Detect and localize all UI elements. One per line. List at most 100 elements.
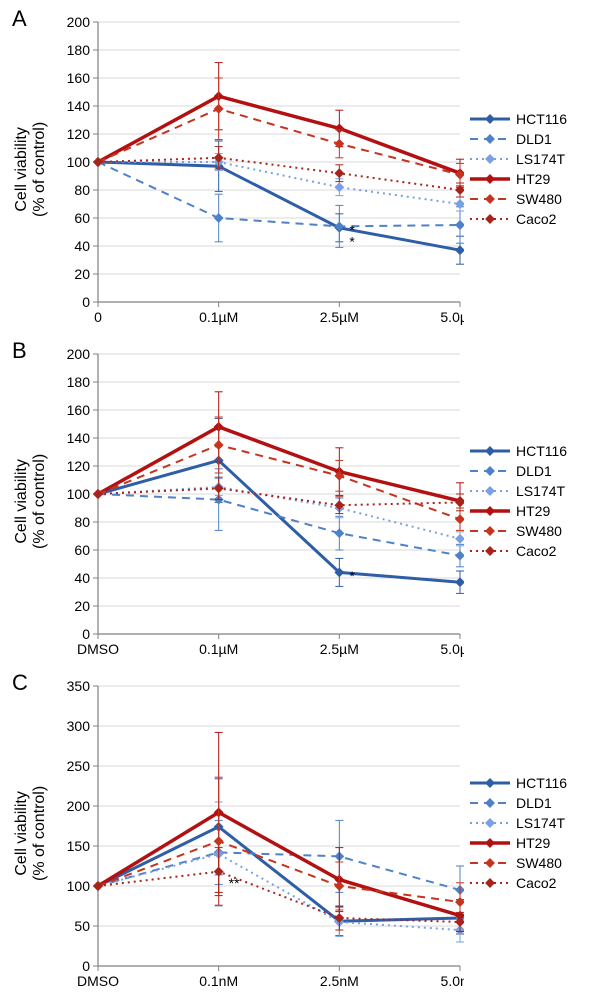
marker-caco2 xyxy=(334,168,344,178)
legend-swatch-ht29 xyxy=(470,504,510,518)
xtick-label: 0.1µM xyxy=(199,641,238,657)
plot-area-B: 020406080100120140160180200DMSO0.1µM2.5µ… xyxy=(52,346,464,662)
series-line-sw480 xyxy=(98,445,460,519)
legend-label-dld1: DLD1 xyxy=(516,131,552,147)
ylabel-block-C: Cell viability (% of control) xyxy=(18,672,46,994)
ytick-label: 80 xyxy=(74,514,90,530)
marker-ls174t xyxy=(334,182,344,192)
ytick-label: 100 xyxy=(67,154,91,170)
marker-dld1 xyxy=(214,213,224,223)
series-line-ls174t xyxy=(98,487,460,539)
legend-swatch-ls174t xyxy=(470,484,510,498)
legend-label-hct116: HCT116 xyxy=(516,443,567,459)
xtick-label: 5.0µM xyxy=(440,641,464,657)
xtick-label: 0 xyxy=(94,309,102,325)
legend-label-caco2: Caco2 xyxy=(516,543,556,559)
ylabel-line2: (% of control) xyxy=(32,453,49,548)
ytick-label: 160 xyxy=(67,70,91,86)
y-axis-label: Cell viability (% of control) xyxy=(14,785,51,880)
marker-ls174t xyxy=(455,534,464,544)
ytick-label: 20 xyxy=(74,598,90,614)
legend-C: HCT116 DLD1 LS174T HT29 SW480 Caco2 xyxy=(470,771,567,895)
legend-item-caco2: Caco2 xyxy=(470,543,567,559)
legend-swatch-sw480 xyxy=(470,524,510,538)
plot-area-C: 050100150200250300350DMSO0.1nM2.5nM5.0nM… xyxy=(52,678,464,994)
plot-area-A: 02040608010012014016018020000.1µM2.5µM5.… xyxy=(52,14,464,330)
xtick-label: 2.5µM xyxy=(320,641,359,657)
legend-label-ls174t: LS174T xyxy=(516,151,565,167)
legend-item-ht29: HT29 xyxy=(470,171,567,187)
ytick-label: 40 xyxy=(74,570,90,586)
legend-item-ls174t: LS174T xyxy=(470,151,567,167)
ytick-label: 350 xyxy=(67,678,91,694)
legend-swatch-hct116 xyxy=(470,444,510,458)
legend-item-dld1: DLD1 xyxy=(470,131,567,147)
panel-label-B: B xyxy=(12,338,27,364)
legend-item-ht29: HT29 xyxy=(470,503,567,519)
legend-swatch-sw480 xyxy=(470,856,510,870)
legend-label-ls174t: LS174T xyxy=(516,815,565,831)
xtick-label: DMSO xyxy=(77,641,119,657)
xtick-label: 2.5nM xyxy=(320,973,359,989)
ytick-label: 150 xyxy=(67,838,91,854)
ytick-label: 0 xyxy=(82,294,90,310)
panel-label-C: C xyxy=(12,670,28,696)
ytick-label: 60 xyxy=(74,210,90,226)
y-axis-label: Cell viability (% of control) xyxy=(14,121,51,216)
legend-col-A: HCT116DLD1LS174THT29SW480Caco2 xyxy=(464,8,590,330)
legend-swatch-ht29 xyxy=(470,172,510,186)
chart-svg-B: 020406080100120140160180200DMSO0.1µM2.5µ… xyxy=(52,346,464,662)
panel-A: A Cell viability (% of control) 02040608… xyxy=(18,8,590,330)
marker-sw480 xyxy=(334,881,344,891)
series-line-hct116 xyxy=(98,460,460,582)
legend-item-hct116: HCT116 xyxy=(470,775,567,791)
plot-col-A: 02040608010012014016018020000.1µM2.5µM5.… xyxy=(46,8,464,330)
legend-swatch-caco2 xyxy=(470,876,510,890)
ytick-label: 300 xyxy=(67,718,91,734)
marker-sw480 xyxy=(455,897,464,907)
marker-dld1 xyxy=(455,551,464,561)
legend-label-sw480: SW480 xyxy=(516,191,562,207)
xtick-label: 5.0µM xyxy=(440,309,464,325)
legend-label-ls174t: LS174T xyxy=(516,483,565,499)
significance-marker: * xyxy=(349,568,355,584)
ylabel-block-A: Cell viability (% of control) xyxy=(18,8,46,330)
ytick-label: 250 xyxy=(67,758,91,774)
ylabel-line2: (% of control) xyxy=(32,121,49,216)
ytick-label: 0 xyxy=(82,958,90,974)
legend-label-sw480: SW480 xyxy=(516,523,562,539)
legend-swatch-dld1 xyxy=(470,132,510,146)
ylabel-line1: Cell viability xyxy=(14,127,31,211)
legend-item-ls174t: LS174T xyxy=(470,815,567,831)
legend-swatch-caco2 xyxy=(470,544,510,558)
series-line-caco2 xyxy=(98,872,460,922)
panel-label-A: A xyxy=(12,6,27,32)
figure-root: { "colors": { "hct116":"#2e5ea6", "dld1"… xyxy=(0,0,600,995)
ytick-label: 80 xyxy=(74,182,90,198)
marker-caco2 xyxy=(214,483,224,493)
legend-label-sw480: SW480 xyxy=(516,855,562,871)
legend-label-ht29: HT29 xyxy=(516,835,550,851)
panel-C: C Cell viability (% of control) 05010015… xyxy=(18,672,590,994)
ytick-label: 100 xyxy=(67,878,91,894)
legend-item-dld1: DLD1 xyxy=(470,795,567,811)
significance-marker: * xyxy=(349,233,355,249)
series-line-hct116 xyxy=(98,162,460,250)
xtick-label: 0.1nM xyxy=(199,973,238,989)
legend-swatch-hct116 xyxy=(470,112,510,126)
ytick-label: 0 xyxy=(82,626,90,642)
ytick-label: 180 xyxy=(67,42,91,58)
legend-item-caco2: Caco2 xyxy=(470,875,567,891)
ylabel-line2: (% of control) xyxy=(32,785,49,880)
panel-B: B Cell viability (% of control) 02040608… xyxy=(18,340,590,662)
marker-hct116 xyxy=(455,245,464,255)
marker-sw480 xyxy=(334,139,344,149)
ytick-label: 120 xyxy=(67,126,91,142)
legend-item-sw480: SW480 xyxy=(470,523,567,539)
legend-label-hct116: HCT116 xyxy=(516,111,567,127)
legend-item-ls174t: LS174T xyxy=(470,483,567,499)
marker-sw480 xyxy=(214,440,224,450)
ylabel-block-B: Cell viability (% of control) xyxy=(18,340,46,662)
legend-item-hct116: HCT116 xyxy=(470,443,567,459)
marker-ls174t xyxy=(455,199,464,209)
